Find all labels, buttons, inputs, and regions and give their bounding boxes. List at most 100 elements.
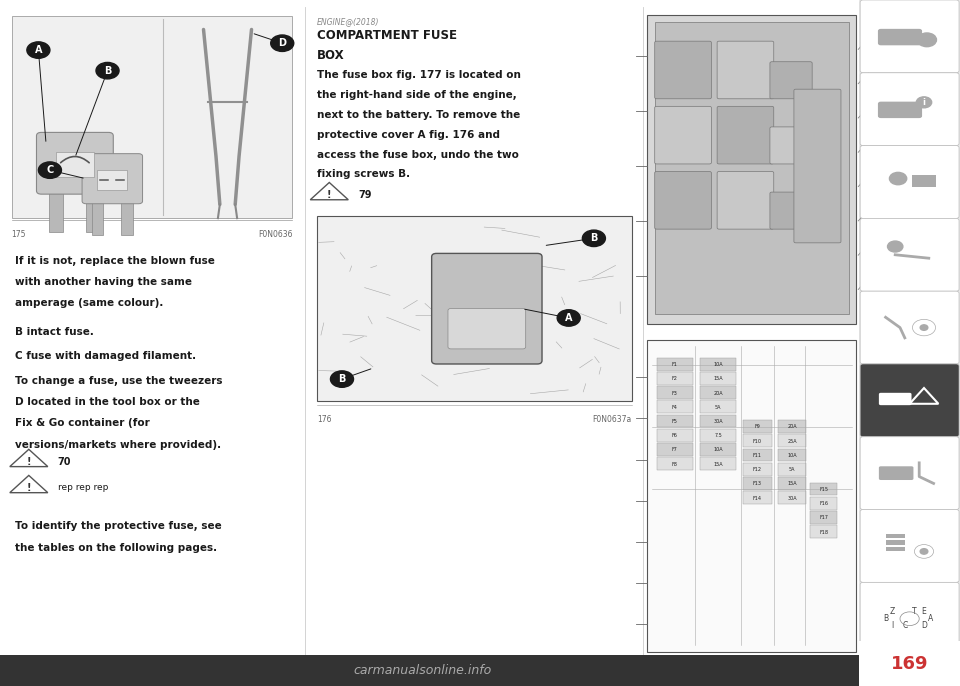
Text: B: B — [590, 233, 597, 244]
Text: F0N0637a: F0N0637a — [592, 415, 632, 424]
Text: B: B — [338, 374, 346, 384]
Text: 169: 169 — [891, 655, 928, 673]
Text: F4: F4 — [672, 405, 678, 410]
Bar — [778, 491, 806, 504]
Bar — [778, 434, 806, 447]
Circle shape — [38, 162, 61, 178]
Text: F13: F13 — [753, 482, 762, 486]
FancyBboxPatch shape — [879, 466, 914, 480]
Text: I: I — [891, 621, 894, 630]
FancyBboxPatch shape — [82, 154, 142, 204]
Text: 7.5: 7.5 — [714, 433, 722, 438]
FancyBboxPatch shape — [432, 253, 542, 364]
Text: F7: F7 — [672, 447, 678, 453]
Text: F2: F2 — [672, 377, 678, 381]
Text: 79: 79 — [358, 190, 372, 200]
Bar — [810, 511, 837, 524]
Bar — [743, 463, 772, 475]
Bar — [121, 201, 132, 235]
FancyBboxPatch shape — [655, 106, 711, 164]
Text: T: T — [912, 607, 917, 617]
Bar — [49, 191, 63, 232]
FancyBboxPatch shape — [860, 291, 959, 364]
Bar — [700, 429, 736, 442]
Circle shape — [916, 97, 931, 108]
Text: A: A — [564, 313, 572, 323]
Bar — [743, 449, 772, 462]
Text: D: D — [921, 621, 927, 630]
Circle shape — [96, 62, 119, 79]
Bar — [778, 463, 806, 475]
Text: 10A: 10A — [713, 447, 723, 453]
FancyBboxPatch shape — [860, 218, 959, 291]
Bar — [98, 169, 127, 190]
Text: F10: F10 — [753, 439, 762, 444]
FancyBboxPatch shape — [655, 172, 711, 229]
FancyBboxPatch shape — [770, 127, 812, 164]
Text: Z: Z — [890, 607, 895, 617]
Bar — [655, 22, 849, 314]
Text: F12: F12 — [753, 467, 762, 472]
Text: access the fuse box, undo the two: access the fuse box, undo the two — [317, 150, 518, 160]
Text: 5A: 5A — [789, 467, 795, 472]
Bar — [92, 201, 104, 235]
FancyBboxPatch shape — [717, 41, 774, 99]
Bar — [0, 655, 859, 686]
Text: F0N0638: F0N0638 — [822, 665, 856, 674]
Bar — [86, 191, 101, 232]
Text: versions/markets where provided).: versions/markets where provided). — [15, 440, 222, 450]
Text: F18: F18 — [819, 530, 828, 534]
Text: 20A: 20A — [713, 390, 723, 396]
Bar — [810, 525, 837, 538]
Text: protective cover A fig. 176 and: protective cover A fig. 176 and — [317, 130, 500, 140]
FancyBboxPatch shape — [770, 192, 812, 229]
Bar — [778, 477, 806, 490]
Bar — [12, 16, 292, 218]
Text: 15A: 15A — [787, 482, 797, 486]
Text: A: A — [928, 614, 933, 624]
Circle shape — [917, 33, 937, 47]
Text: COMPARTMENT FUSE: COMPARTMENT FUSE — [317, 29, 457, 42]
Text: carmanualsonline.info: carmanualsonline.info — [353, 665, 492, 677]
Bar — [657, 401, 693, 413]
Text: F14: F14 — [753, 495, 762, 501]
Text: F6: F6 — [672, 433, 678, 438]
Text: !: ! — [327, 191, 331, 200]
Text: 10A: 10A — [787, 453, 797, 458]
Bar — [700, 443, 736, 456]
Text: F9: F9 — [755, 425, 760, 429]
Text: the tables on the following pages.: the tables on the following pages. — [15, 543, 218, 553]
Text: 15A: 15A — [713, 462, 723, 466]
FancyBboxPatch shape — [877, 102, 922, 118]
Bar — [778, 449, 806, 462]
Text: i: i — [923, 98, 925, 107]
Text: If it is not, replace the blown fuse: If it is not, replace the blown fuse — [15, 256, 215, 266]
Text: F3: F3 — [672, 390, 678, 396]
Text: C: C — [46, 165, 54, 175]
FancyBboxPatch shape — [860, 437, 959, 510]
Bar — [700, 358, 736, 370]
FancyBboxPatch shape — [860, 510, 959, 582]
Bar — [859, 0, 960, 655]
Text: amperage (same colour).: amperage (same colour). — [15, 298, 164, 309]
Text: F8: F8 — [672, 462, 678, 466]
Text: To change a fuse, use the tweezers: To change a fuse, use the tweezers — [15, 376, 223, 386]
FancyBboxPatch shape — [770, 62, 812, 99]
Bar — [743, 421, 772, 433]
Bar — [317, 216, 632, 401]
Bar — [700, 386, 736, 399]
Text: 30A: 30A — [713, 419, 723, 424]
Text: F15: F15 — [819, 487, 828, 492]
Text: C: C — [902, 621, 907, 630]
Bar — [912, 175, 935, 187]
Bar — [700, 372, 736, 385]
Bar — [859, 641, 960, 686]
FancyBboxPatch shape — [877, 29, 922, 45]
Bar — [700, 401, 736, 413]
Text: B: B — [104, 66, 111, 75]
Text: BOX: BOX — [317, 49, 345, 62]
FancyBboxPatch shape — [860, 0, 959, 73]
Text: !: ! — [27, 484, 31, 493]
FancyBboxPatch shape — [879, 393, 912, 405]
Text: F11: F11 — [753, 453, 762, 458]
